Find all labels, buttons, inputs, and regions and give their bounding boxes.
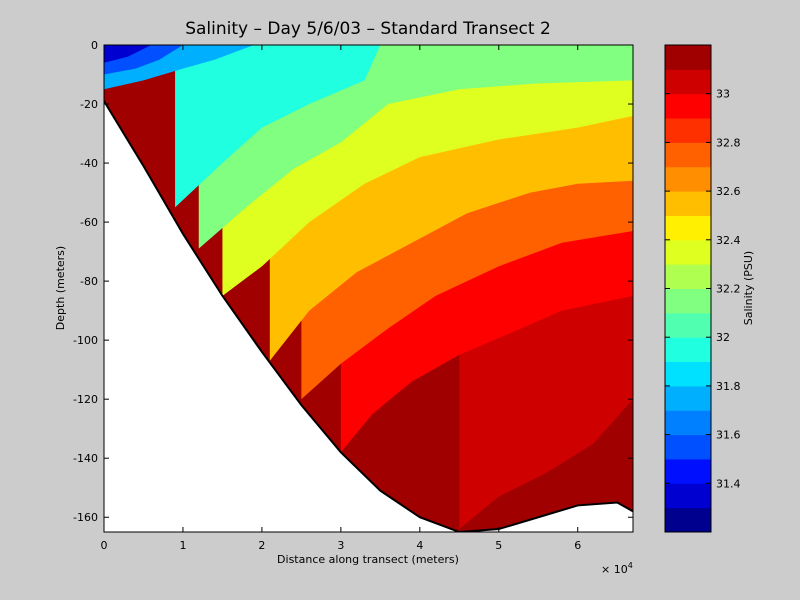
- colorbar-swatch: [665, 142, 711, 168]
- colorbar-swatch: [665, 93, 711, 119]
- chart-title: Salinity – Day 5/6/03 – Standard Transec…: [185, 19, 551, 39]
- colorbar-swatch: [665, 191, 711, 216]
- x-axis-multiplier: × 104: [601, 561, 633, 576]
- x-tick-label: 3: [337, 539, 344, 552]
- y-tick-label: -40: [80, 157, 98, 170]
- colorbar-swatch: [665, 312, 711, 338]
- seabed-line: [104, 100, 633, 532]
- x-tick-label: 5: [495, 539, 502, 552]
- colorbar-label: Salinity (PSU): [742, 251, 755, 325]
- y-tick-label: -160: [73, 511, 98, 524]
- colorbar-tick-label: 32.8: [716, 136, 741, 149]
- y-tick-label: 0: [91, 39, 98, 52]
- colorbar-swatch: [665, 264, 711, 289]
- x-tick-label: 6: [574, 539, 581, 552]
- salinity-band-31-6: [104, 45, 633, 75]
- colorbar-tick-label: 31.4: [716, 477, 741, 490]
- colorbar-tick-label: 31.6: [716, 429, 741, 442]
- colorbar: 31.4 31.6 31.8 32 32.2 32.4 32.6 32.8 33 Salinit…: [664, 44, 755, 533]
- y-tick-label: -20: [80, 98, 98, 111]
- y-tick-label: -60: [80, 216, 98, 229]
- colorbar-tick-label: 32.6: [716, 185, 741, 198]
- colorbar-tick-label: 32: [716, 331, 730, 344]
- colorbar-ticks: 31.4 31.6 31.8 32 32.2 32.4 32.6 32.8 33: [665, 88, 741, 490]
- y-tick-label: -100: [73, 334, 98, 347]
- salinity-band-32: [175, 45, 633, 208]
- colorbar-swatch: [665, 434, 711, 460]
- colorbar-swatch: [665, 288, 711, 314]
- x-tick-label: 0: [101, 539, 108, 552]
- colorbar-swatch: [665, 385, 711, 411]
- x-tick-label: 4: [416, 539, 423, 552]
- seabed-fill: [104, 101, 633, 532]
- x-tick-label: 1: [179, 539, 186, 552]
- y-tick-label: -120: [73, 393, 98, 406]
- y-tick-label: -140: [73, 452, 98, 465]
- colorbar-swatch: [665, 118, 711, 143]
- colorbar-swatch: [665, 215, 711, 241]
- colorbar-swatch: [665, 458, 711, 484]
- colorbar-tick-label: 31.8: [716, 380, 741, 393]
- y-axis: 0 -20 -40 -60 -80 -100 -120 -140 -160: [73, 39, 633, 524]
- colorbar-swatch: [665, 45, 711, 70]
- colorbar-swatch: [665, 239, 711, 265]
- colorbar-swatch: [665, 337, 711, 363]
- seabed-region: [104, 100, 633, 532]
- plot-frame: [103, 44, 634, 533]
- y-tick-label: -80: [80, 275, 98, 288]
- colorbar-tick-label: 33: [716, 88, 730, 101]
- colorbar-swatch: [665, 507, 711, 533]
- colorbar-swatch: [665, 483, 711, 509]
- x-axis-label: Distance along transect (meters): [277, 553, 459, 566]
- colorbar-tick-label: 32.4: [716, 234, 741, 247]
- colorbar-swatch: [665, 69, 711, 95]
- salinity-contour-fill: [104, 45, 633, 532]
- colorbar-swatch: [665, 166, 711, 192]
- colorbar-swatch: [665, 361, 711, 387]
- colorbar-swatches: [665, 45, 711, 533]
- y-axis-label: Depth (meters): [54, 246, 67, 330]
- colorbar-tick-label: 32.2: [716, 283, 741, 296]
- plot-area: [103, 44, 634, 533]
- colorbar-swatch: [665, 410, 711, 436]
- x-axis: 0 1 2 3 4 5 6: [101, 45, 581, 552]
- x-tick-label: 2: [258, 539, 265, 552]
